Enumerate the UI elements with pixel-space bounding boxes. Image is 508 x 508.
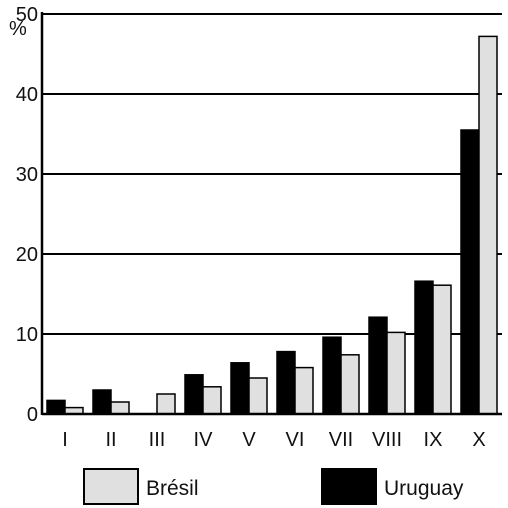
y-tick-label-30: 30 <box>16 164 38 186</box>
legend: Brésil Uruguay <box>83 468 464 505</box>
bar-uruguay-ix <box>414 280 434 415</box>
x-tick-label-vii: VII <box>329 429 353 451</box>
bar-uruguay-vi <box>276 350 296 415</box>
x-tick-label-vi: VI <box>286 429 305 451</box>
x-tick-label-ii: II <box>105 429 116 451</box>
y-tick-label-20: 20 <box>16 244 38 266</box>
bar-br-sil-viii <box>386 331 406 415</box>
x-tick-label-ix: IX <box>424 429 443 451</box>
bar-br-sil-vii <box>340 354 360 415</box>
x-tick-label-v: V <box>242 429 256 451</box>
bar-br-sil-vi <box>294 366 314 415</box>
y-axis-unit: % <box>9 18 27 40</box>
bar-uruguay-vii <box>322 336 342 415</box>
bar-uruguay-ii <box>92 389 112 415</box>
bar-br-sil-iii <box>156 393 176 415</box>
legend-swatch-br-sil <box>83 468 139 505</box>
x-tick-label-iii: III <box>149 429 166 451</box>
y-tick-label-10: 10 <box>16 324 38 346</box>
bars <box>46 35 498 415</box>
bar-br-sil-x <box>478 35 498 415</box>
y-tick-label-40: 40 <box>16 84 38 106</box>
x-tick-label-viii: VIII <box>372 429 402 451</box>
bar-uruguay-x <box>460 129 480 415</box>
bar-uruguay-iv <box>184 374 204 415</box>
bar-br-sil-v <box>248 377 268 415</box>
x-tick-label-i: I <box>62 429 68 451</box>
legend-label-uruguay: Uruguay <box>384 477 464 500</box>
bar-uruguay-i <box>46 399 66 415</box>
bar-br-sil-ix <box>432 284 452 415</box>
y-axis-ticks: 0 10 20 30 40 50 <box>16 4 38 426</box>
y-tick-label-50: 50 <box>16 4 38 26</box>
legend-swatch-uruguay <box>321 468 377 505</box>
x-tick-label-iv: IV <box>194 429 214 451</box>
y-tick-label-0: 0 <box>27 404 38 426</box>
x-axis-labels: I II III IV V VI VII VIII IX X <box>62 429 485 451</box>
bar-br-sil-ii <box>110 401 130 415</box>
x-tick-label-x: X <box>472 429 485 451</box>
bar-br-sil-iv <box>202 386 222 415</box>
legend-label-br-sil: Brésil <box>146 477 199 500</box>
bar-uruguay-viii <box>368 316 388 415</box>
bar-uruguay-v <box>230 362 250 415</box>
